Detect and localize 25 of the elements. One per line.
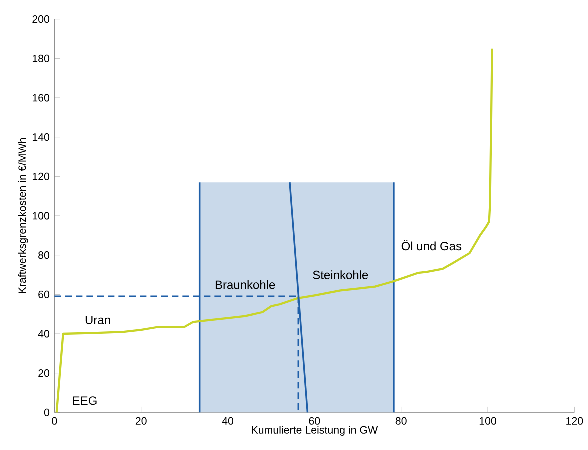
y-tick-label: 160 <box>32 94 50 102</box>
annotation: Braunkohle <box>216 280 276 290</box>
x-axis-title: Kumulierte Leistung in GW <box>252 426 378 436</box>
annotation: Öl und Gas <box>402 240 462 251</box>
y-tick-label: 0 <box>44 408 50 416</box>
y-tick-label: 140 <box>32 134 50 142</box>
y-tick-label: 20 <box>38 370 50 378</box>
y-tick-label: 200 <box>32 16 50 24</box>
y-tick-label: 100 <box>32 212 50 220</box>
x-tick-label: 20 <box>136 417 147 425</box>
y-tick-label: 60 <box>38 290 50 298</box>
x-tick-label: 0 <box>52 417 58 425</box>
y-tick-label: 120 <box>32 172 50 180</box>
x-tick-label: 40 <box>222 417 234 425</box>
annotation: Steinkohle <box>313 270 368 280</box>
y-tick-label: 180 <box>32 54 50 62</box>
x-tick-label: 60 <box>309 417 320 425</box>
x-tick-label: 100 <box>480 417 496 425</box>
y-axis-title: Kraftwerksgrenzkosten in €/MWh <box>18 138 28 294</box>
x-tick-label: 80 <box>396 417 407 425</box>
annotation: Uran <box>86 316 110 324</box>
y-tick-label: 80 <box>38 252 50 260</box>
x-tick-label: 120 <box>566 417 584 425</box>
y-tick-label: 40 <box>38 330 50 338</box>
annotation: EEG <box>73 396 97 406</box>
